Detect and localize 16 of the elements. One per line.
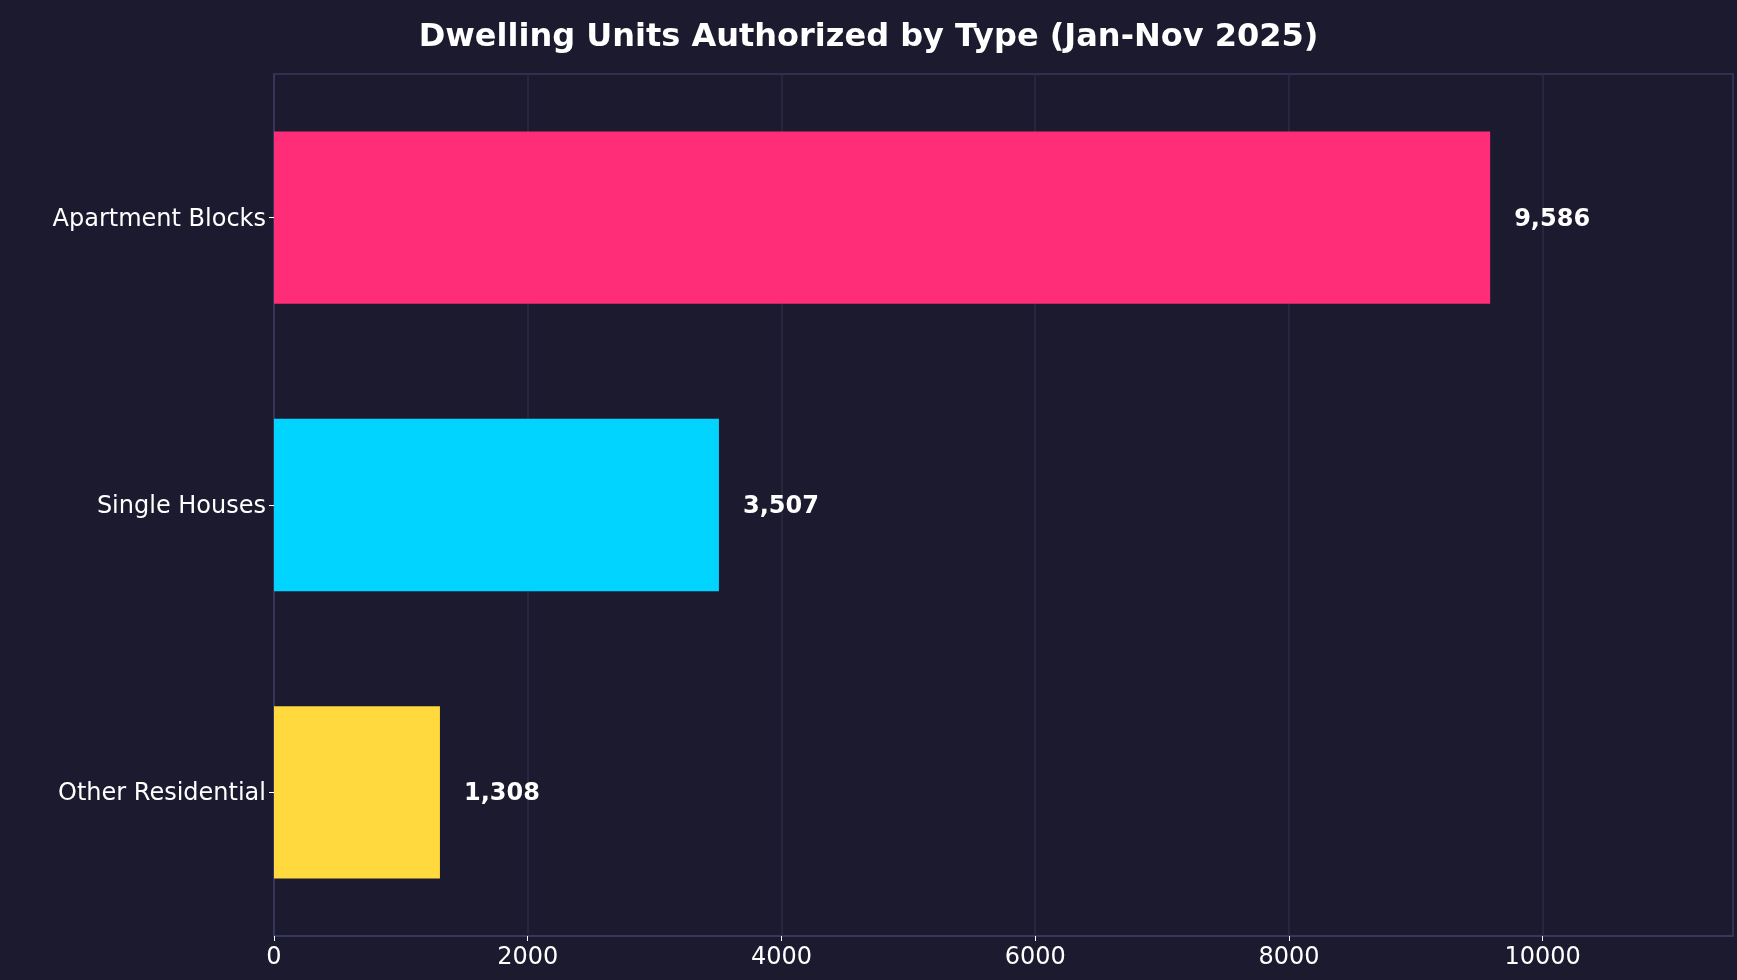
x-tick-label: 0 — [266, 942, 282, 970]
bar — [274, 706, 440, 879]
x-tick-label: 8000 — [1258, 942, 1320, 970]
y-tick-label: Apartment Blocks — [52, 203, 266, 232]
x-tick-label: 10000 — [1504, 942, 1581, 970]
x-tick-label: 6000 — [1004, 942, 1066, 970]
x-tick-label: 2000 — [497, 942, 559, 970]
x-tick-label: 4000 — [750, 942, 813, 970]
bar — [274, 131, 1491, 304]
y-tick-label: Other Residential — [58, 778, 266, 807]
data-label: 3,507 — [742, 491, 819, 519]
data-label: 1,308 — [463, 778, 540, 807]
data-label: 9,586 — [1514, 203, 1591, 232]
chart-title: Dwelling Units Authorized by Type (Jan-Nov 2025) — [418, 16, 1319, 54]
bar — [274, 418, 719, 592]
y-tick-label: Single Houses — [96, 491, 266, 519]
